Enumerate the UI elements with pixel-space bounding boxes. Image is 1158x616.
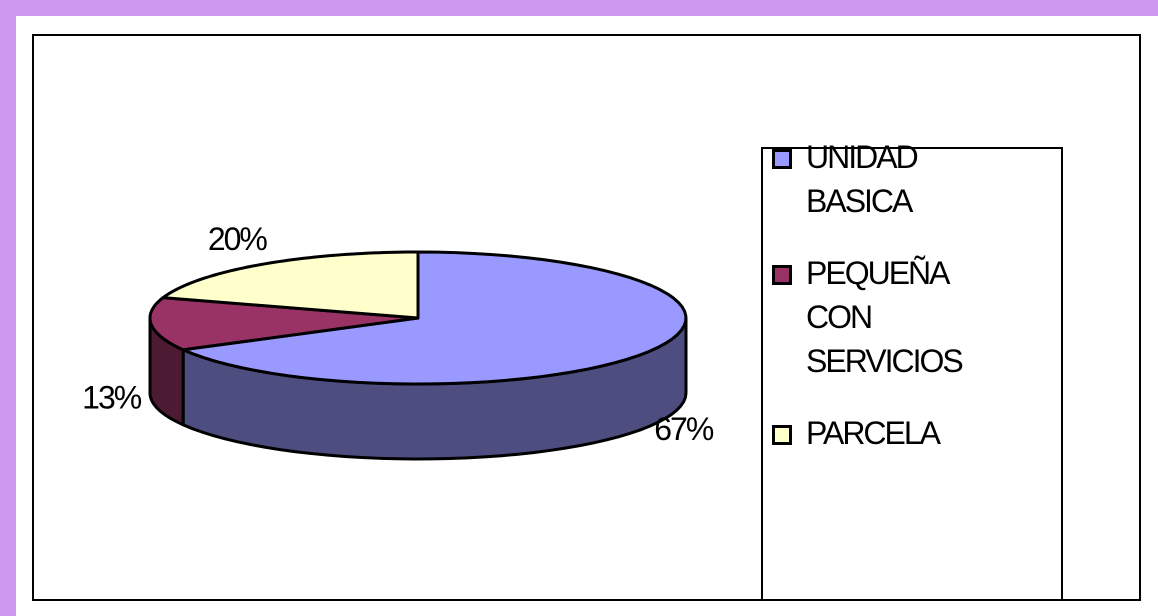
data-label: 67% — [654, 411, 714, 447]
frame-left — [0, 0, 16, 616]
legend-item: PEQUEÑA CON SERVICIOS — [772, 251, 1032, 383]
data-label: 20% — [208, 221, 268, 257]
legend-label: PARCELA — [806, 415, 941, 451]
frame-top — [0, 0, 1158, 16]
slice-top — [148, 296, 420, 352]
slice-top — [161, 250, 420, 320]
pie — [148, 250, 688, 461]
slice-top — [181, 250, 688, 386]
legend-swatch — [772, 425, 792, 445]
legend-swatch — [772, 149, 792, 169]
legend-item: PARCELA — [772, 411, 1032, 455]
legend: UNIDAD BASICA PEQUEÑA CON SERVICIOS PARCEL… — [772, 135, 1032, 483]
data-label: 13% — [82, 380, 142, 416]
legend-label: PEQUEÑA CON SERVICIOS — [806, 255, 964, 379]
legend-swatch — [772, 265, 792, 285]
legend-label: UNIDAD BASICA — [806, 139, 919, 219]
legend-item: UNIDAD BASICA — [772, 135, 1032, 223]
legend-box — [761, 147, 1063, 601]
